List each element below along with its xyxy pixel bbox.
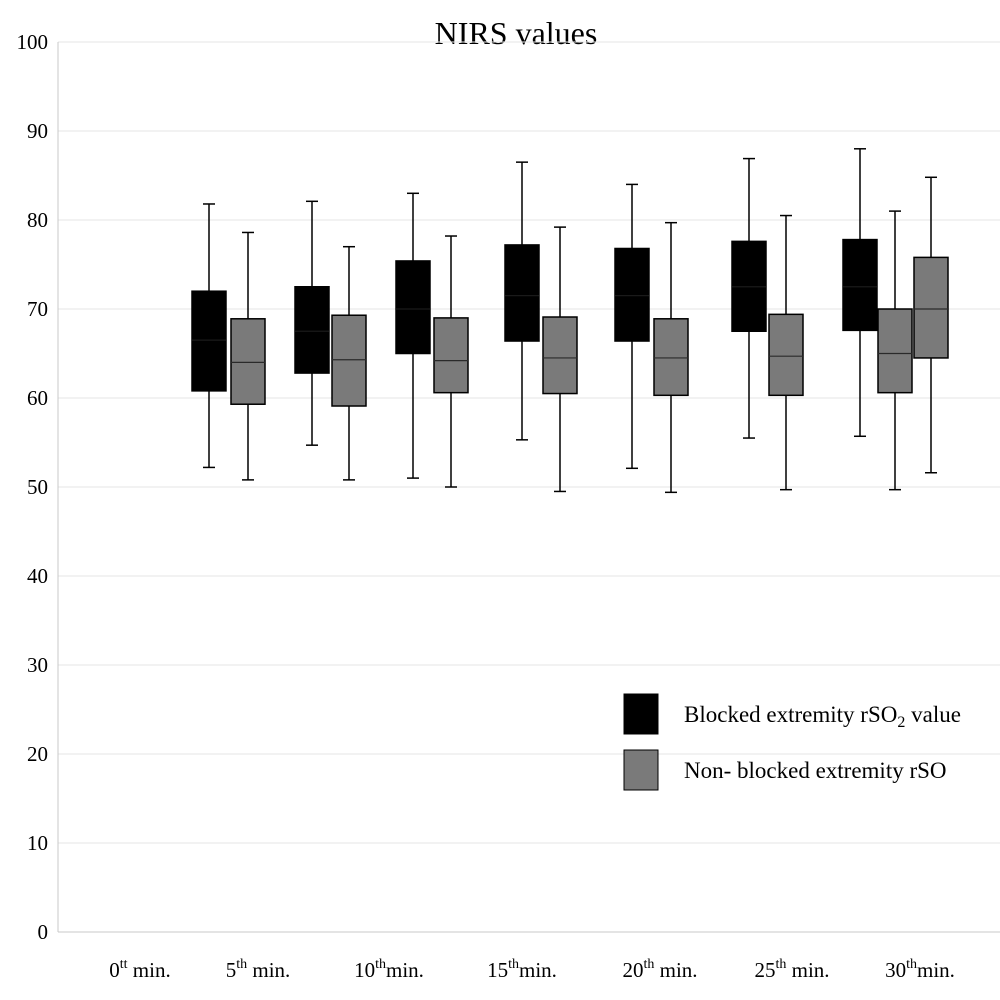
x-tick-label: 0tt min. [109, 957, 170, 982]
y-tick-label: 50 [27, 475, 48, 499]
y-tick-label: 40 [27, 564, 48, 588]
x-tick-suffix: min. [128, 958, 171, 982]
box-non-blocked-7 [877, 210, 913, 491]
x-tick-number: 10 [354, 958, 375, 982]
x-tick-superscript: th [643, 957, 654, 972]
legend-swatch [623, 749, 659, 791]
box-non-blocked-2 [331, 245, 367, 481]
legend-label-main: Blocked extremity rSO [684, 702, 897, 727]
x-tick-number: 25 [754, 958, 775, 982]
x-tick-superscript: th [906, 957, 917, 972]
x-tick-number: 20 [622, 958, 643, 982]
y-tick-label: 20 [27, 742, 48, 766]
box-non-blocked-3 [433, 235, 469, 488]
iqr-box [191, 290, 227, 392]
box-blocked-2 [294, 200, 330, 446]
box-blocked-6 [731, 157, 767, 439]
box-non-blocked-7 [913, 176, 949, 474]
iqr-box [504, 244, 540, 342]
x-tick-label: 5th min. [226, 957, 291, 982]
iqr-box [768, 313, 804, 397]
box-non-blocked-5 [653, 221, 689, 494]
x-tick-suffix: min. [386, 958, 424, 982]
x-tick-superscript: th [508, 957, 519, 972]
iqr-box [913, 256, 949, 359]
box-blocked-3 [395, 192, 431, 479]
x-tick-suffix: min. [654, 958, 697, 982]
y-tick-label: 60 [27, 386, 48, 410]
box-non-blocked-6 [768, 214, 804, 491]
legend-item-blocked: Blocked extremity rSO2 value [623, 693, 961, 735]
legend-label-subscript: 2 [897, 714, 905, 731]
legend: Blocked extremity rSO2 value Non- blocked… [623, 693, 961, 791]
x-tick-label: 25th min. [754, 957, 829, 982]
iqr-box [653, 318, 689, 397]
iqr-box [542, 316, 578, 395]
x-tick-label: 30thmin. [885, 957, 955, 982]
iqr-box [331, 314, 367, 407]
iqr-box [294, 286, 330, 374]
y-tick-label: 0 [38, 920, 49, 944]
x-tick-suffix: min. [519, 958, 557, 982]
x-tick-suffix: min. [247, 958, 290, 982]
box-blocked-7 [842, 148, 878, 438]
x-tick-superscript: tt [120, 957, 128, 972]
x-tick-label: 15thmin. [487, 957, 557, 982]
iqr-box [842, 238, 878, 332]
x-tick-superscript: th [775, 957, 786, 972]
x-tick-number: 30 [885, 958, 906, 982]
chart-title: NIRS values [435, 15, 598, 51]
y-tick-label: 80 [27, 208, 48, 232]
box-blocked-5 [614, 183, 650, 470]
x-tick-label: 10thmin. [354, 957, 424, 982]
legend-swatch [623, 693, 659, 735]
x-tick-suffix: min. [786, 958, 829, 982]
iqr-box [433, 317, 469, 394]
x-tick-number: 5 [226, 958, 237, 982]
x-axis-ticks: 0tt min. 5th min. 10thmin. 15thmin. 20th min… [109, 957, 955, 982]
iqr-box [395, 260, 431, 355]
x-tick-suffix: min. [917, 958, 955, 982]
iqr-box [230, 318, 266, 405]
box-non-blocked-1 [230, 231, 266, 481]
x-tick-number: 15 [487, 958, 508, 982]
legend-label: Blocked extremity rSO2 value [684, 702, 961, 731]
x-tick-superscript: th [375, 957, 386, 972]
y-tick-label: 30 [27, 653, 48, 677]
x-tick-label: 20th min. [622, 957, 697, 982]
iqr-box [614, 247, 650, 342]
y-axis-ticks: 0 10 20 30 40 50 60 70 80 90 100 [17, 30, 49, 944]
box-blocked-1 [191, 203, 227, 469]
box-series [191, 148, 949, 494]
y-tick-label: 90 [27, 119, 48, 143]
y-tick-label: 70 [27, 297, 48, 321]
iqr-box [877, 308, 913, 394]
legend-label-tail: value [905, 702, 961, 727]
x-tick-superscript: th [236, 957, 247, 972]
y-tick-label: 100 [17, 30, 49, 54]
legend-item-non-blocked: Non- blocked extremity rSO [623, 749, 947, 791]
axes [57, 42, 1000, 933]
y-tick-label: 10 [27, 831, 48, 855]
box-blocked-4 [504, 161, 540, 441]
box-non-blocked-4 [542, 226, 578, 493]
x-tick-number: 0 [109, 958, 120, 982]
legend-label-main: Non- blocked extremity rSO [684, 758, 947, 783]
legend-label: Non- blocked extremity rSO [684, 758, 947, 783]
